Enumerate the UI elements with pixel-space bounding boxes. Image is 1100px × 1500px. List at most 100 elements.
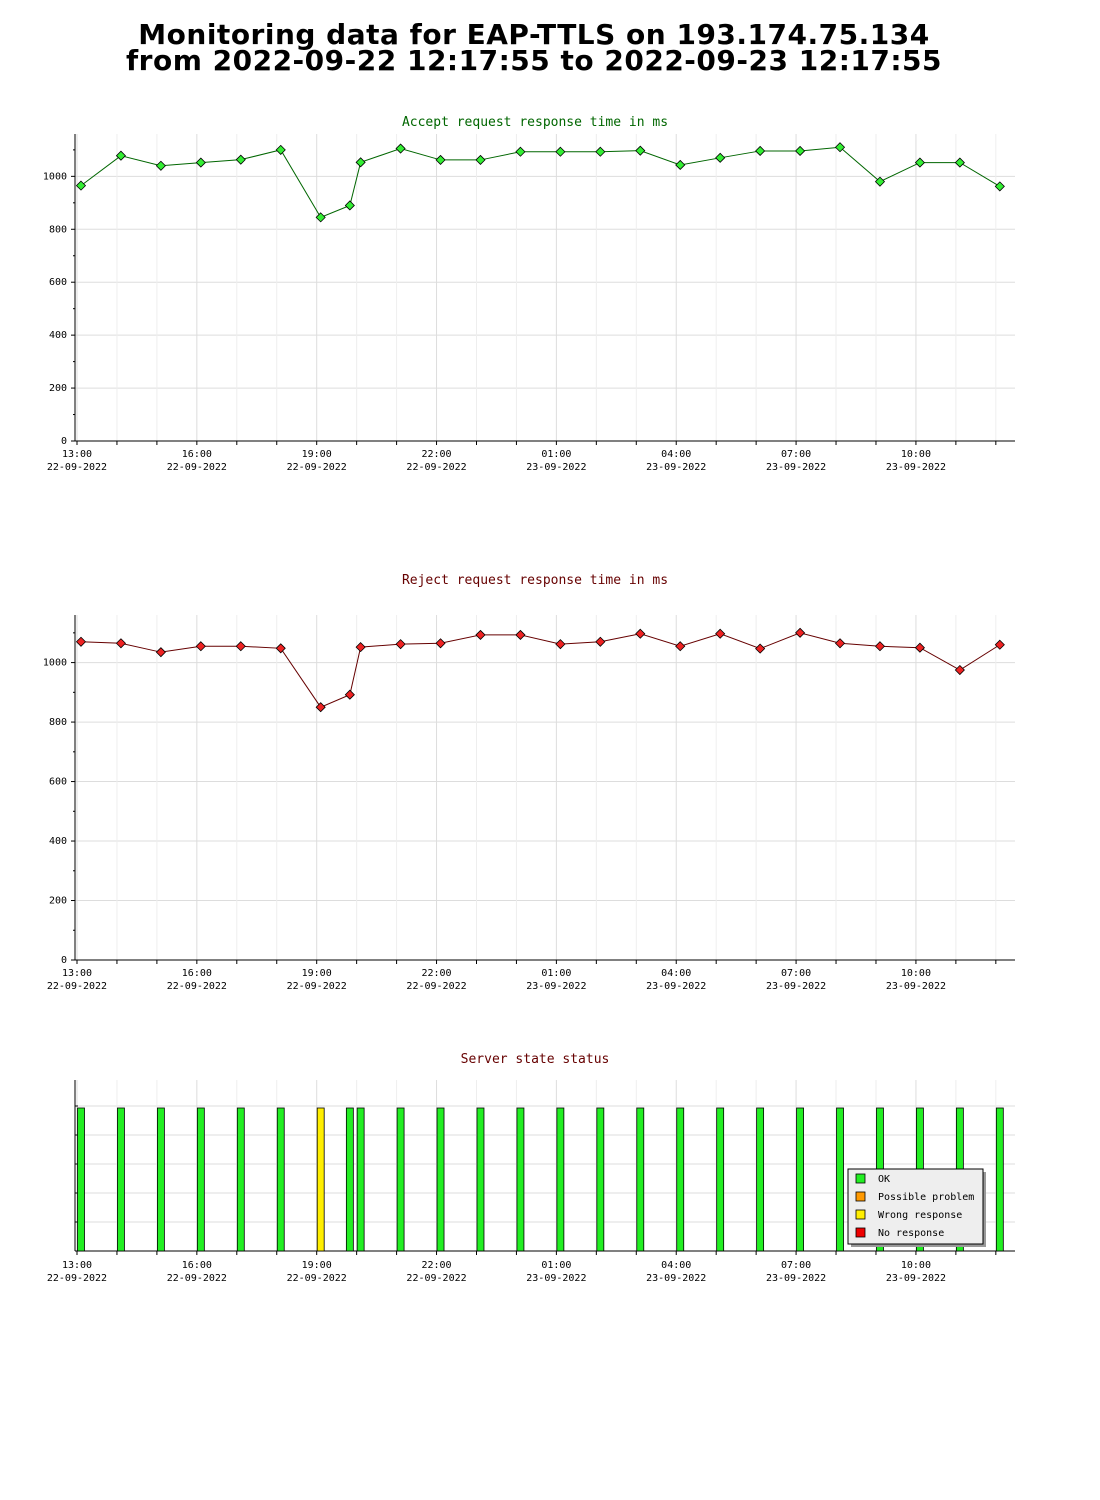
status-bar	[995, 1107, 1004, 1252]
data-point	[355, 642, 366, 653]
status-bar	[396, 1107, 405, 1252]
data-point	[635, 628, 646, 639]
data-point	[315, 212, 326, 223]
data-point	[275, 144, 286, 155]
x-tick-date-label: 23-09-2022	[886, 462, 946, 473]
data-point	[515, 629, 526, 640]
x-tick-time-label: 10:00	[901, 1260, 931, 1271]
x-tick-time-label: 19:00	[302, 449, 332, 460]
data-point	[994, 181, 1005, 192]
data-point	[954, 664, 965, 676]
accept-chart-axes: 0 200 400 600 800 1000 13:00 22-09-2022 16:00 22-…	[43, 134, 1015, 473]
x-tick-date-label: 22-09-2022	[287, 1273, 347, 1284]
x-tick-date-label: 22-09-2022	[47, 1273, 107, 1284]
x-tick-date-label: 22-09-2022	[287, 981, 347, 992]
status-bar	[77, 1107, 85, 1252]
status-bar	[516, 1107, 525, 1252]
accept-chart-title: Accept request response time in ms	[402, 115, 668, 130]
data-point	[275, 643, 286, 654]
reject-chart-grid	[75, 615, 1015, 960]
y-tick-label: 800	[49, 717, 67, 728]
reject-chart-axes: 0 200 400 600 800 1000 13:00 22-09-2022 16:00 22-…	[43, 615, 1015, 992]
accept-chart-marks	[75, 142, 1005, 223]
legend-entry-label: Possible problem	[878, 1192, 974, 1203]
status-bar	[356, 1107, 365, 1252]
data-point	[755, 145, 766, 157]
x-tick-date-label: 23-09-2022	[766, 462, 826, 473]
data-point	[235, 641, 246, 652]
data-point	[475, 154, 486, 166]
x-tick-time-label: 22:00	[421, 968, 451, 979]
y-tick-label: 0	[61, 955, 67, 966]
data-point	[555, 146, 566, 157]
data-point	[115, 150, 127, 161]
x-tick-date-label: 22-09-2022	[167, 462, 227, 473]
data-point	[874, 641, 886, 652]
data-point	[435, 154, 446, 166]
y-tick-label: 200	[49, 383, 67, 394]
data-point	[675, 159, 686, 171]
status-bar	[156, 1107, 165, 1252]
y-tick-label: 1000	[43, 171, 67, 182]
data-point	[75, 180, 87, 191]
y-tick-label: 600	[49, 277, 67, 288]
status-bar	[117, 1107, 125, 1252]
x-tick-time-label: 10:00	[901, 449, 931, 460]
data-point	[595, 636, 606, 647]
x-tick-time-label: 19:00	[302, 1260, 332, 1271]
x-tick-time-label: 13:00	[62, 968, 92, 979]
x-tick-time-label: 13:00	[62, 1260, 92, 1271]
data-point	[834, 638, 846, 649]
y-tick-label: 0	[61, 436, 67, 447]
data-point	[994, 639, 1005, 650]
status-chart-title: Server state status	[461, 1052, 610, 1067]
data-point	[155, 160, 166, 171]
status-bar	[556, 1107, 565, 1252]
x-tick-time-label: 01:00	[541, 1260, 571, 1271]
data-point	[555, 639, 566, 650]
legend-box	[847, 1168, 984, 1245]
x-tick-date-label: 22-09-2022	[47, 462, 107, 473]
x-tick-time-label: 13:00	[62, 449, 92, 460]
data-point	[715, 628, 726, 639]
x-tick-time-label: 07:00	[781, 449, 811, 460]
x-tick-date-label: 23-09-2022	[886, 981, 946, 992]
data-point	[755, 643, 766, 654]
status-bar	[316, 1107, 325, 1252]
data-point	[795, 627, 806, 638]
x-tick-date-label: 23-09-2022	[526, 462, 586, 473]
x-tick-time-label: 19:00	[302, 968, 332, 979]
y-tick-label: 200	[49, 896, 67, 907]
x-tick-time-label: 22:00	[421, 1260, 451, 1271]
data-point	[155, 647, 166, 658]
data-point	[675, 641, 686, 652]
data-point	[475, 629, 486, 640]
data-point	[195, 641, 206, 652]
status-bar	[236, 1107, 245, 1252]
x-tick-date-label: 22-09-2022	[167, 1273, 227, 1284]
x-tick-time-label: 04:00	[661, 449, 691, 460]
y-tick-label: 400	[49, 330, 67, 341]
data-point	[195, 157, 206, 168]
status-bar	[196, 1107, 205, 1252]
x-tick-time-label: 07:00	[781, 1260, 811, 1271]
data-point	[355, 157, 366, 168]
x-tick-time-label: 16:00	[182, 449, 212, 460]
data-point	[395, 639, 406, 650]
series-line	[80, 632, 1001, 708]
status-bar	[716, 1107, 725, 1252]
series-line	[80, 146, 1001, 218]
x-tick-date-label: 23-09-2022	[646, 462, 706, 473]
page-title-line-1: Monitoring data for EAP-TTLS on 193.174.…	[138, 18, 930, 51]
legend-swatch	[855, 1173, 866, 1184]
data-point	[235, 154, 246, 165]
status-bar	[436, 1107, 445, 1252]
status-bar	[596, 1107, 605, 1252]
status-bar	[836, 1107, 844, 1252]
x-tick-time-label: 16:00	[182, 1260, 212, 1271]
x-tick-date-label: 23-09-2022	[646, 981, 706, 992]
accept-chart-grid	[75, 134, 1015, 441]
data-point	[75, 636, 87, 647]
legend-entry-label: OK	[878, 1174, 890, 1185]
